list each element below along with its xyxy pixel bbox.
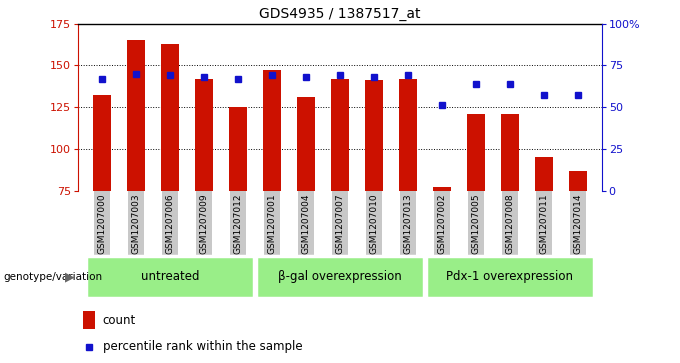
Text: ▶: ▶ [65,270,75,283]
Bar [228,107,248,191]
Bar [296,97,316,191]
Bar [466,114,486,191]
Text: genotype/variation: genotype/variation [3,272,103,282]
Text: count: count [103,314,136,327]
Bar [568,171,588,191]
Bar [500,114,520,191]
Bar [432,187,452,191]
Text: percentile rank within the sample: percentile rank within the sample [103,340,303,353]
Bar [364,80,384,191]
Bar [398,79,418,191]
Title: GDS4935 / 1387517_at: GDS4935 / 1387517_at [259,7,421,21]
Bar [330,79,350,191]
Bar [262,70,282,191]
FancyBboxPatch shape [86,256,254,298]
Bar [194,79,214,191]
Bar [534,157,554,191]
Text: untreated: untreated [141,270,199,283]
Bar [160,44,180,191]
FancyBboxPatch shape [256,256,424,298]
Bar [92,95,112,191]
Bar [84,311,95,329]
Bar [126,40,146,191]
FancyBboxPatch shape [426,256,594,298]
Text: Pdx-1 overexpression: Pdx-1 overexpression [447,270,573,283]
Text: β-gal overexpression: β-gal overexpression [278,270,402,283]
